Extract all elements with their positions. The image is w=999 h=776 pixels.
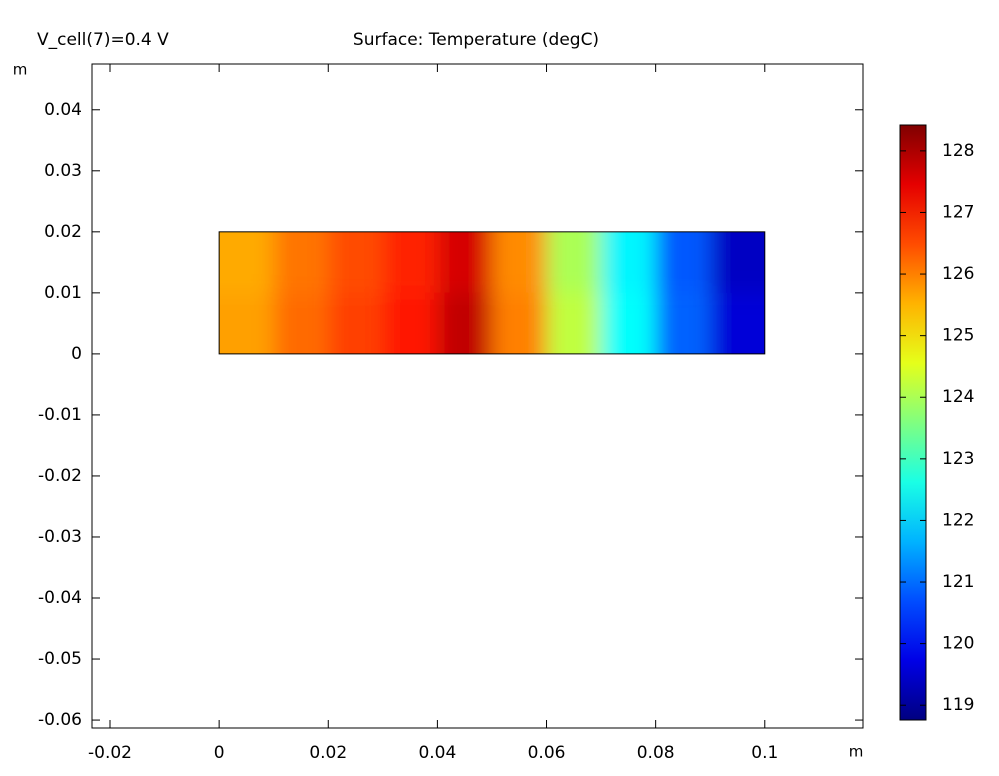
surface-cell (219, 292, 274, 354)
domain-boundary (218, 231, 766, 355)
y-tick-label: 0.04 (44, 100, 82, 120)
surface-cell (546, 292, 602, 354)
x-tick-label: 0 (214, 743, 225, 763)
y-tick-label: -0.04 (38, 588, 82, 608)
surface-cell (273, 292, 329, 354)
chart-title: Surface: Temperature (degC) (353, 30, 599, 50)
surface-cell (655, 292, 711, 354)
y-tick-label: 0.02 (44, 222, 82, 242)
colorbar-label: 121 (942, 572, 974, 592)
surface-cell (382, 292, 438, 354)
surface-cell (710, 231, 765, 293)
y-tick-label: -0.05 (38, 649, 82, 669)
colorbar-label: 127 (942, 202, 974, 222)
y-tick-label: -0.03 (38, 527, 82, 547)
surface-cell (382, 231, 438, 293)
y-tick-label: -0.06 (38, 710, 82, 730)
colorbar-label: 120 (942, 634, 974, 654)
y-unit: m (13, 61, 28, 79)
surface-cell (655, 231, 711, 293)
x-unit: m (849, 743, 864, 761)
colorbar-label: 128 (942, 141, 974, 161)
colorbar-label: 126 (942, 264, 974, 284)
surface-cell (328, 292, 383, 354)
colorbar-label: 122 (942, 510, 974, 530)
colorbar-label: 119 (942, 695, 974, 715)
surface-cell (491, 292, 547, 354)
surface-cell (219, 231, 274, 293)
subtitle: V_cell(7)=0.4 V (37, 30, 169, 50)
y-tick-label: 0.03 (44, 161, 82, 181)
y-tick-label: -0.02 (38, 466, 82, 486)
x-tick-label: 0.1 (751, 743, 778, 763)
surface-cell (546, 231, 602, 293)
y-tick-label: 0.01 (44, 283, 82, 303)
x-tick-label: 0.08 (637, 743, 675, 763)
surface-cell (601, 292, 656, 354)
colorbar (899, 124, 927, 721)
surface-cell (491, 231, 547, 293)
surface-cell (328, 231, 383, 293)
colorbar-label: 125 (942, 326, 974, 346)
surface-cell (710, 292, 765, 354)
y-tick-label: -0.01 (38, 405, 82, 425)
surface-cell (601, 231, 656, 293)
x-tick-label: 0.06 (528, 743, 566, 763)
surface-cell (437, 292, 492, 354)
x-tick-label: 0.02 (309, 743, 347, 763)
surface-cell (437, 231, 492, 293)
plot-frame (91, 63, 864, 729)
y-tick-label: 0 (71, 344, 82, 364)
colorbar-label: 124 (942, 387, 974, 407)
x-tick-label: 0.04 (418, 743, 456, 763)
surface-cell (273, 231, 329, 293)
x-tick-label: -0.02 (88, 743, 132, 763)
colorbar-label: 123 (942, 449, 974, 469)
